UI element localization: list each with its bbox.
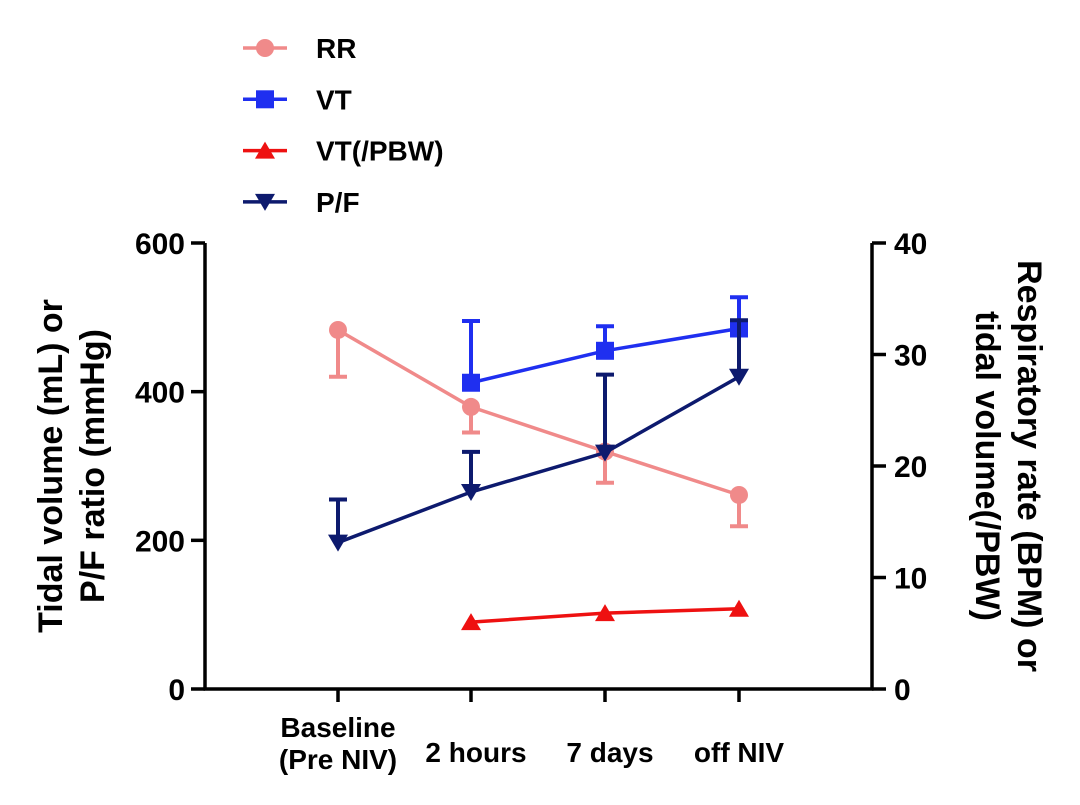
x-tick-label-line: off NIV: [694, 737, 785, 768]
rr-line: [337, 328, 740, 497]
x-tick-label-line: Baseline: [280, 712, 395, 743]
legend-label: P/F: [316, 187, 360, 218]
vt-pbw-point: [595, 604, 615, 622]
right-y-tick-label: 20: [894, 451, 927, 484]
legend-item-rr: RR: [243, 33, 356, 64]
series-p-f: [328, 318, 749, 552]
vt-point: [596, 341, 614, 360]
x-tick-label-line: 2 hours: [425, 737, 526, 768]
x-tick-label: Baseline (Pre NIV): [279, 712, 397, 775]
legend-marker: [256, 90, 274, 109]
p-f-line: [337, 375, 740, 545]
right-y-axis-title-line: tidal volume(/PBW): [968, 311, 1006, 621]
legend-marker: [255, 141, 275, 159]
legend-marker: [255, 193, 275, 211]
series-layer: [328, 295, 749, 631]
legend-label: VT: [316, 84, 352, 115]
legend-item-vt: VT: [243, 84, 352, 115]
legend-label: VT(/PBW): [316, 136, 444, 167]
series-rr: [329, 320, 748, 529]
legend-marker: [256, 39, 274, 57]
x-tick-label: 2 hours: [425, 737, 526, 768]
left-y-axis-title: Tidal volume (mL) or P/F ratio (mmHg): [32, 299, 112, 633]
right-y-tick-label: 30: [894, 340, 927, 373]
rr-point: [329, 320, 347, 339]
axes: 0 200 400 600 0 10 20 30 40 Baseline (Pre NIV) 2 ho…: [32, 228, 1048, 775]
legend-label: RR: [316, 33, 356, 64]
right-y-tick-label: 0: [894, 674, 911, 707]
p-f-point: [461, 484, 481, 502]
legend: RR VT VT(/PBW) P/F: [243, 33, 444, 218]
vt-point: [462, 373, 480, 392]
left-y-axis-title-line: Tidal volume (mL) or: [32, 299, 70, 633]
p-f-point: [729, 368, 749, 386]
p-f-point: [328, 534, 348, 552]
right-y-tick-label: 40: [894, 228, 927, 261]
rr-point: [730, 485, 748, 504]
left-y-tick-label: 0: [168, 674, 185, 707]
legend-item-vt-pbw: VT(/PBW): [243, 136, 444, 167]
x-tick-label-line: (Pre NIV): [279, 744, 397, 775]
left-y-axis-title-line: P/F ratio (mmHg): [74, 329, 112, 603]
vt-pbw-point: [729, 599, 749, 617]
rr-point: [462, 397, 480, 416]
right-y-axis-title-line: Respiratory rate (BPM) or: [1010, 260, 1048, 672]
x-tick-label: off NIV: [694, 737, 785, 768]
right-y-tick-label: 10: [894, 563, 927, 596]
left-y-tick-label: 600: [135, 228, 185, 261]
legend-item-p-f: P/F: [243, 187, 360, 218]
p-f-point: [595, 444, 615, 462]
series-vt: [462, 295, 748, 392]
right-y-axis-title: Respiratory rate (BPM) ortidal volume(/P…: [968, 260, 1048, 672]
vt-pbw-point: [461, 613, 481, 631]
left-y-tick-label: 400: [135, 377, 185, 410]
left-y-tick-label: 200: [135, 525, 185, 558]
series-vt-pbw: [461, 599, 749, 631]
x-tick-label-line: 7 days: [566, 737, 653, 768]
x-tick-label: 7 days: [566, 737, 653, 768]
